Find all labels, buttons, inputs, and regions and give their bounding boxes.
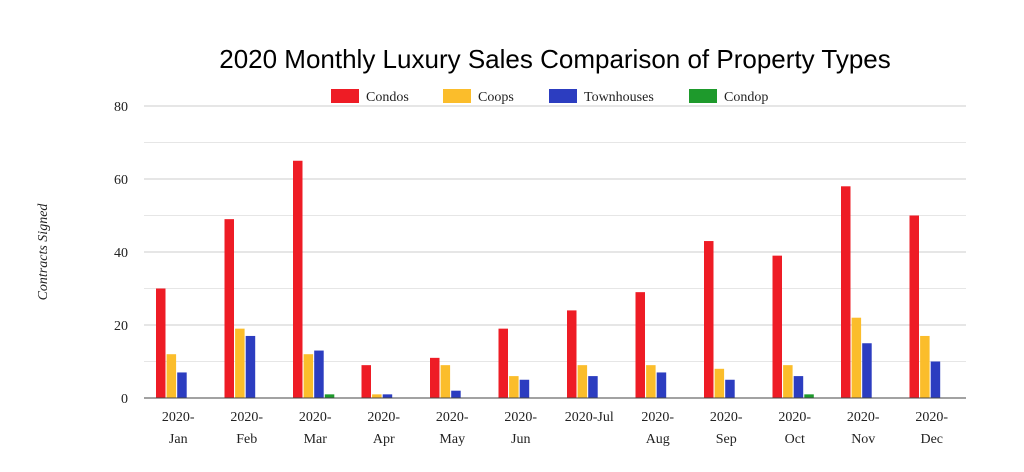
bars xyxy=(156,160,941,398)
gridlines xyxy=(144,105,966,362)
x-tick-label: 2020-Jan xyxy=(162,410,195,447)
bar-condos xyxy=(704,241,714,398)
bar-coops xyxy=(235,328,245,398)
legend-label: Condop xyxy=(724,90,768,105)
bar-condos xyxy=(293,160,303,398)
x-tick-label: 2020-Dec xyxy=(915,410,948,447)
bar-condop xyxy=(804,394,814,398)
x-tick-label: 2020-Sep xyxy=(710,410,743,447)
y-axis-ticks: 0 20 40 60 80 xyxy=(114,100,128,407)
legend-item-townhouses: Townhouses xyxy=(549,89,654,105)
legend: Condos Coops Townhouses Condop xyxy=(331,89,768,105)
bar-condos xyxy=(841,186,851,398)
bar-condos xyxy=(909,215,919,398)
bar-coops xyxy=(372,394,382,398)
bar-townhouses xyxy=(588,376,598,398)
legend-swatch xyxy=(549,89,577,103)
bar-townhouses xyxy=(451,390,461,398)
x-tick-label: 2020-Feb xyxy=(230,410,263,447)
bar-townhouses xyxy=(793,376,804,398)
bar-coops xyxy=(714,368,725,398)
bar-coops xyxy=(303,354,314,398)
bar-townhouses xyxy=(177,372,187,398)
legend-label: Townhouses xyxy=(584,90,654,105)
legend-item-condos: Condos xyxy=(331,89,409,105)
chart-title: 2020 Monthly Luxury Sales Comparison of … xyxy=(219,44,891,74)
y-axis-label: Contracts Signed xyxy=(36,203,51,301)
bar-townhouses xyxy=(382,394,393,398)
bar-townhouses xyxy=(656,372,667,398)
x-tick-label: 2020-Apr xyxy=(367,410,400,447)
bar-coops xyxy=(851,317,862,398)
legend-label: Coops xyxy=(478,90,514,105)
legend-item-coops: Coops xyxy=(443,89,514,105)
x-tick-label: 2020-Oct xyxy=(778,410,811,447)
x-tick-label: 2020-Mar xyxy=(299,410,332,447)
bar-condos xyxy=(361,365,371,398)
bar-townhouses xyxy=(725,379,735,398)
x-axis-ticks: 2020-Jan 2020-Feb 2020-Mar 2020-Apr 2020-May… xyxy=(162,410,949,447)
bar-condos xyxy=(156,288,166,398)
x-tick-label: 2020-Jun xyxy=(504,410,537,447)
bar-condos xyxy=(498,328,508,398)
legend-swatch xyxy=(443,89,471,103)
bar-coops xyxy=(920,335,930,398)
y-tick-label: 40 xyxy=(114,246,128,261)
bar-condos xyxy=(224,219,234,398)
bar-townhouses xyxy=(245,335,256,398)
x-tick-label: 2020-Aug xyxy=(641,410,674,447)
bar-coops xyxy=(646,365,656,398)
legend-item-condop: Condop xyxy=(689,89,768,105)
bar-coops xyxy=(783,365,793,398)
bar-condos xyxy=(567,310,577,398)
bar-townhouses xyxy=(519,379,530,398)
x-tick-label: 2020-Jul xyxy=(565,410,614,425)
bar-townhouses xyxy=(314,350,324,398)
bar-coops xyxy=(166,354,177,398)
bar-condos xyxy=(635,292,645,398)
legend-swatch xyxy=(689,89,717,103)
y-tick-label: 0 xyxy=(121,392,128,407)
bar-coops xyxy=(440,365,451,398)
x-tick-label: 2020-May xyxy=(436,410,469,447)
bar-townhouses xyxy=(930,361,941,398)
y-tick-label: 20 xyxy=(114,319,128,334)
bar-townhouses xyxy=(862,343,872,398)
bar-coops xyxy=(509,376,519,398)
legend-swatch xyxy=(331,89,359,103)
bar-condos xyxy=(772,255,782,398)
y-tick-label: 80 xyxy=(114,100,128,115)
bar-condop xyxy=(324,394,335,398)
x-tick-label: 2020-Nov xyxy=(847,410,880,447)
y-tick-label: 60 xyxy=(114,173,128,188)
bar-coops xyxy=(577,365,588,398)
legend-label: Condos xyxy=(366,90,409,105)
bar-condos xyxy=(430,357,440,398)
